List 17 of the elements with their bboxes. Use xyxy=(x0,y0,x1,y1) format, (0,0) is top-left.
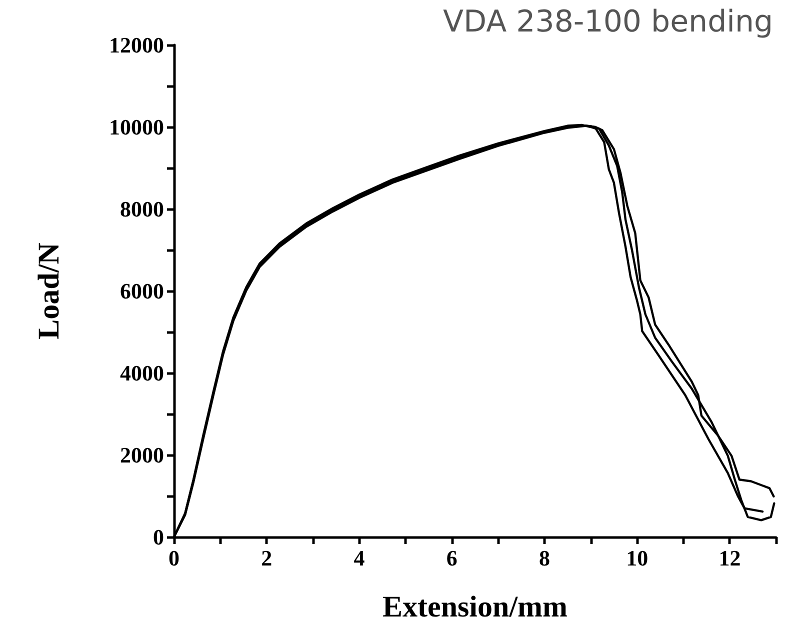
y-tick-label: 6000 xyxy=(120,278,164,304)
x-tick-label: 0 xyxy=(168,546,180,570)
x-tick-label: 6 xyxy=(446,546,458,570)
y-tick-label: 10000 xyxy=(109,114,164,140)
x-tick-label: 12 xyxy=(718,546,741,570)
x-tick-label: 4 xyxy=(354,546,365,570)
y-tick-label: 0 xyxy=(153,524,164,550)
x-tick-label: 10 xyxy=(626,546,648,570)
y-tick-label: 8000 xyxy=(120,196,164,222)
y-tick-label: 12000 xyxy=(109,32,164,58)
y-tick-label: 4000 xyxy=(120,360,164,386)
x-tick-label: 8 xyxy=(538,546,550,570)
y-tick-label: 2000 xyxy=(120,442,164,468)
x-axis-title: Extension/mm xyxy=(382,590,568,624)
chart-title: VDA 238-100 bending xyxy=(443,4,774,40)
x-tick-label: 2 xyxy=(261,546,272,570)
y-axis-title: Load/N xyxy=(32,242,66,340)
